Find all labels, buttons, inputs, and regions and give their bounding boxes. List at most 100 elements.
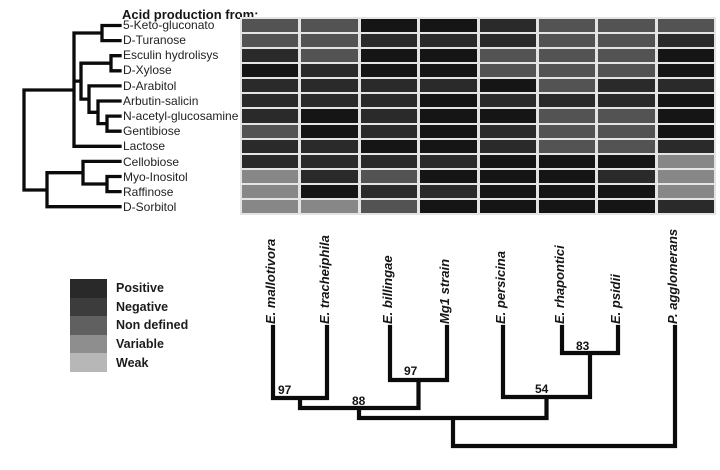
taxon-label: E. rhapontici [552,245,567,324]
heatmap-cell [420,199,477,213]
heatmap-cell [657,154,714,168]
heatmap-cell [242,49,299,63]
heatmap-cell [242,109,299,123]
taxon-label: E. mallotivora [263,238,278,324]
acid-production-heatmap [240,17,716,215]
taxon-label: E. psidii [608,274,623,324]
heatmap-cell [360,169,418,183]
heatmap-cell [242,79,299,93]
substrate-label: Esculin hydrolisys [123,48,219,63]
heatmap-cell [598,94,655,108]
heatmap-cell [538,154,596,168]
heatmap-cell [301,64,358,78]
heatmap-cell [301,49,358,63]
heatmap-cell [598,19,655,33]
heatmap-cell [301,19,358,33]
taxon-label: Mg1 strain [437,258,452,324]
heatmap-cell [479,139,536,153]
heatmap-cell [479,34,536,48]
heatmap-cell [657,199,714,213]
substrate-label: 5-Keto-gluconato [123,17,215,32]
heatmap-cell [479,64,536,78]
heatmap-cell [360,64,418,78]
heatmap-cell [360,124,418,138]
heatmap-cell [538,139,596,153]
heatmap-cell [420,49,477,63]
heatmap-cell [360,94,418,108]
heatmap-cell [420,154,477,168]
heatmap-cell [598,109,655,123]
legend-label: Positive [116,281,164,296]
heatmap-cell [479,109,536,123]
heatmap-cell [360,34,418,48]
legend-item: Negative [70,297,188,317]
heatmap-cell [360,154,418,168]
heatmap-cell [657,79,714,93]
heatmap-cell [598,34,655,48]
heatmap-cell [420,169,477,183]
heatmap-cell [242,184,299,198]
heatmap-cell [242,199,299,213]
heatmap-cell [242,124,299,138]
heatmap-cell [301,154,358,168]
category-legend: Positive Negative Non defined Variable Weak [70,279,188,372]
heatmap-cell [538,94,596,108]
heatmap-cell [538,34,596,48]
heatmap-cell [538,79,596,93]
heatmap-cell [657,49,714,63]
substrate-label: Myo-Inositol [123,169,188,184]
heatmap-cell [598,49,655,63]
heatmap-cell [479,79,536,93]
heatmap-cell [538,19,596,33]
heatmap-cell [242,139,299,153]
heatmap-cell [420,109,477,123]
legend-swatch-variable [70,334,107,354]
heatmap-cell [242,169,299,183]
heatmap-cell [598,124,655,138]
substrate-label: D-Turanose [123,32,186,47]
heatmap-cell [301,199,358,213]
substrate-label: Cellobiose [123,154,180,169]
legend-label: Weak [116,355,149,370]
heatmap-cell [479,124,536,138]
heatmap-cell [657,109,714,123]
heatmap-cell [479,199,536,213]
heatmap-cell [301,34,358,48]
substrate-label: Lactose [123,139,166,154]
heatmap-cell [420,184,477,198]
legend-label: Negative [116,299,169,314]
heatmap-cell [420,34,477,48]
taxon-label: E. billingae [380,255,395,324]
heatmap-cell [420,124,477,138]
heatmap-cell [301,124,358,138]
legend-swatch-non_defined [70,316,107,335]
heatmap-cell [420,64,477,78]
heatmap-cell [360,109,418,123]
legend-swatch-negative [70,297,107,317]
heatmap-cell [420,79,477,93]
taxa-column-labels: E. mallotivora E. tracheiphila E. billinga… [240,216,716,324]
bootstrap-value: 97 [404,364,418,378]
heatmap-cell [657,124,714,138]
heatmap-cell [301,79,358,93]
bootstrap-value: 97 [278,383,292,397]
heatmap-cell [360,199,418,213]
heatmap-cell [242,154,299,168]
heatmap-cell [479,184,536,198]
heatmap-cell [538,109,596,123]
heatmap-cell [479,49,536,63]
substrate-label: N-acetyl-glucosamine [123,109,239,124]
bootstrap-value: 83 [576,339,590,353]
substrate-label: D-Arabitol [123,78,177,93]
legend-item: Weak [70,353,188,372]
heatmap-cell [657,34,714,48]
heatmap-cell [420,139,477,153]
heatmap-cell [360,79,418,93]
heatmap-cell [657,94,714,108]
heatmap-cell [538,169,596,183]
heatmap-cell [598,199,655,213]
heatmap-cell [301,184,358,198]
taxon-label: P. agglomerans [665,228,680,324]
heatmap-cell [301,109,358,123]
heatmap-cell [479,94,536,108]
